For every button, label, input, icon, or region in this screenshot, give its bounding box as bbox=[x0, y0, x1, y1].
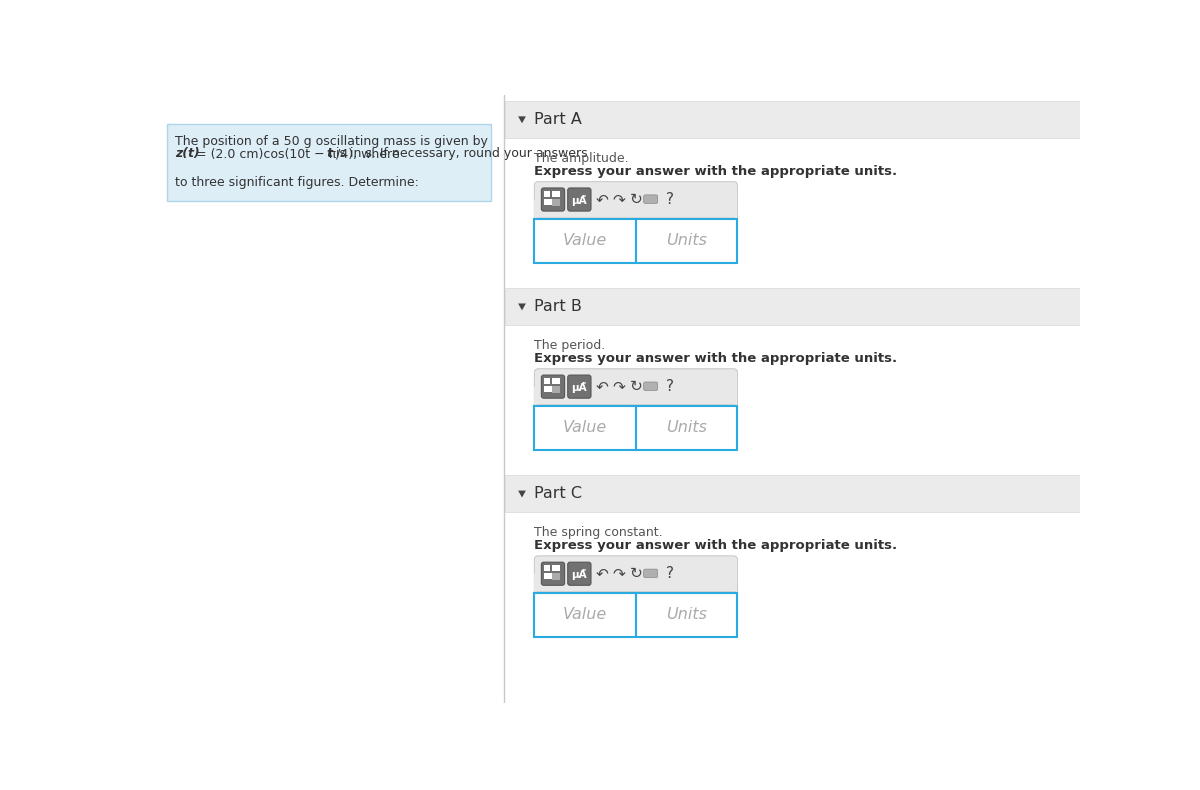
Bar bbox=[636, 593, 738, 637]
FancyBboxPatch shape bbox=[568, 375, 590, 398]
Bar bbox=[505, 288, 1080, 325]
Text: The amplitude.: The amplitude. bbox=[534, 152, 629, 165]
Text: to three significant figures. Determine:: to three significant figures. Determine: bbox=[175, 176, 419, 190]
FancyBboxPatch shape bbox=[534, 556, 738, 637]
Bar bbox=[505, 475, 1080, 512]
Text: Express your answer with the appropriate units.: Express your answer with the appropriate… bbox=[534, 352, 898, 365]
Text: t: t bbox=[326, 147, 332, 160]
Text: μÃ: μÃ bbox=[571, 382, 587, 393]
Text: z(t): z(t) bbox=[175, 147, 199, 160]
FancyBboxPatch shape bbox=[643, 382, 658, 390]
Text: ?: ? bbox=[666, 566, 674, 581]
Text: Units: Units bbox=[666, 420, 707, 435]
Bar bbox=[552, 378, 559, 384]
Bar bbox=[505, 101, 1080, 138]
FancyBboxPatch shape bbox=[534, 369, 738, 404]
Text: ?: ? bbox=[666, 192, 674, 207]
FancyBboxPatch shape bbox=[643, 195, 658, 203]
FancyBboxPatch shape bbox=[541, 562, 565, 585]
Text: Value: Value bbox=[563, 233, 607, 248]
Bar bbox=[544, 198, 552, 205]
Text: = (2.0 cm)cos(10t − π/4), where: = (2.0 cm)cos(10t − π/4), where bbox=[192, 147, 403, 160]
FancyBboxPatch shape bbox=[568, 562, 590, 585]
Bar bbox=[534, 200, 738, 217]
Bar bbox=[552, 573, 559, 580]
Text: The position of a 50 g oscillating mass is given by: The position of a 50 g oscillating mass … bbox=[175, 135, 487, 148]
Text: is in s. If necessary, round your answers: is in s. If necessary, round your answer… bbox=[332, 147, 588, 160]
Text: ↻: ↻ bbox=[630, 566, 642, 581]
FancyBboxPatch shape bbox=[643, 569, 658, 577]
Bar bbox=[544, 573, 552, 579]
FancyBboxPatch shape bbox=[541, 188, 565, 211]
Text: Express your answer with the appropriate units.: Express your answer with the appropriate… bbox=[534, 165, 898, 178]
Text: ↷: ↷ bbox=[612, 192, 625, 207]
Bar bbox=[552, 198, 559, 206]
Bar bbox=[552, 565, 559, 571]
Text: μÃ: μÃ bbox=[571, 569, 587, 580]
Text: Express your answer with the appropriate units.: Express your answer with the appropriate… bbox=[534, 539, 898, 552]
Bar bbox=[534, 406, 636, 450]
Text: Units: Units bbox=[666, 608, 707, 623]
Polygon shape bbox=[518, 303, 526, 310]
Text: Part B: Part B bbox=[534, 299, 582, 314]
Text: The period.: The period. bbox=[534, 339, 606, 352]
Bar bbox=[636, 406, 738, 450]
Text: ↻: ↻ bbox=[630, 379, 642, 394]
Bar bbox=[552, 190, 559, 197]
Text: Value: Value bbox=[563, 608, 607, 623]
Text: ↶: ↶ bbox=[595, 379, 608, 394]
Bar bbox=[534, 593, 636, 637]
Text: Units: Units bbox=[666, 233, 707, 248]
Text: ↶: ↶ bbox=[595, 566, 608, 581]
Bar bbox=[544, 378, 551, 384]
Text: ↶: ↶ bbox=[595, 192, 608, 207]
Bar bbox=[534, 386, 738, 404]
FancyBboxPatch shape bbox=[541, 375, 565, 398]
Bar bbox=[534, 219, 636, 262]
Polygon shape bbox=[518, 116, 526, 123]
Text: Part C: Part C bbox=[534, 486, 582, 501]
Text: Part A: Part A bbox=[534, 112, 582, 127]
FancyBboxPatch shape bbox=[534, 369, 738, 450]
Text: ↷: ↷ bbox=[612, 379, 625, 394]
Text: ↻: ↻ bbox=[630, 192, 642, 207]
Bar bbox=[544, 386, 552, 392]
FancyBboxPatch shape bbox=[534, 182, 738, 217]
FancyBboxPatch shape bbox=[534, 182, 738, 262]
Text: ?: ? bbox=[666, 379, 674, 394]
Bar bbox=[636, 219, 738, 262]
Bar bbox=[544, 190, 551, 197]
Bar bbox=[552, 386, 559, 393]
Polygon shape bbox=[518, 491, 526, 498]
FancyBboxPatch shape bbox=[534, 556, 738, 592]
Text: ↷: ↷ bbox=[612, 566, 625, 581]
Bar bbox=[167, 124, 491, 201]
Bar bbox=[534, 574, 738, 592]
Bar bbox=[544, 565, 551, 571]
Text: Value: Value bbox=[563, 420, 607, 435]
Text: μÃ: μÃ bbox=[571, 195, 587, 206]
Text: The spring constant.: The spring constant. bbox=[534, 526, 664, 539]
FancyBboxPatch shape bbox=[568, 188, 590, 211]
